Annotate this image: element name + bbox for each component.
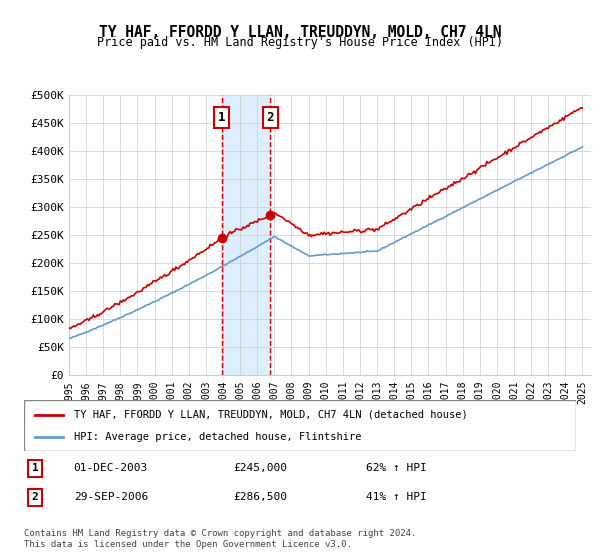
Text: Price paid vs. HM Land Registry's House Price Index (HPI): Price paid vs. HM Land Registry's House … <box>97 36 503 49</box>
Text: HPI: Average price, detached house, Flintshire: HPI: Average price, detached house, Flin… <box>74 432 361 442</box>
Text: TY HAF, FFORDD Y LLAN, TREUDDYN, MOLD, CH7 4LN (detached house): TY HAF, FFORDD Y LLAN, TREUDDYN, MOLD, C… <box>74 409 467 419</box>
Text: 41% ↑ HPI: 41% ↑ HPI <box>366 492 427 502</box>
Bar <box>221 95 270 375</box>
Text: £245,000: £245,000 <box>234 463 288 473</box>
Text: 62% ↑ HPI: 62% ↑ HPI <box>366 463 427 473</box>
Text: 1: 1 <box>32 463 38 473</box>
Text: 29-SEP-2006: 29-SEP-2006 <box>74 492 148 502</box>
Text: Contains HM Land Registry data © Crown copyright and database right 2024.
This d: Contains HM Land Registry data © Crown c… <box>24 529 416 549</box>
Text: 1: 1 <box>218 111 226 124</box>
Text: 2: 2 <box>266 111 274 124</box>
Text: 01-DEC-2003: 01-DEC-2003 <box>74 463 148 473</box>
Text: TY HAF, FFORDD Y LLAN, TREUDDYN, MOLD, CH7 4LN: TY HAF, FFORDD Y LLAN, TREUDDYN, MOLD, C… <box>99 25 501 40</box>
FancyBboxPatch shape <box>24 400 576 451</box>
Text: 2: 2 <box>32 492 38 502</box>
Text: £286,500: £286,500 <box>234 492 288 502</box>
